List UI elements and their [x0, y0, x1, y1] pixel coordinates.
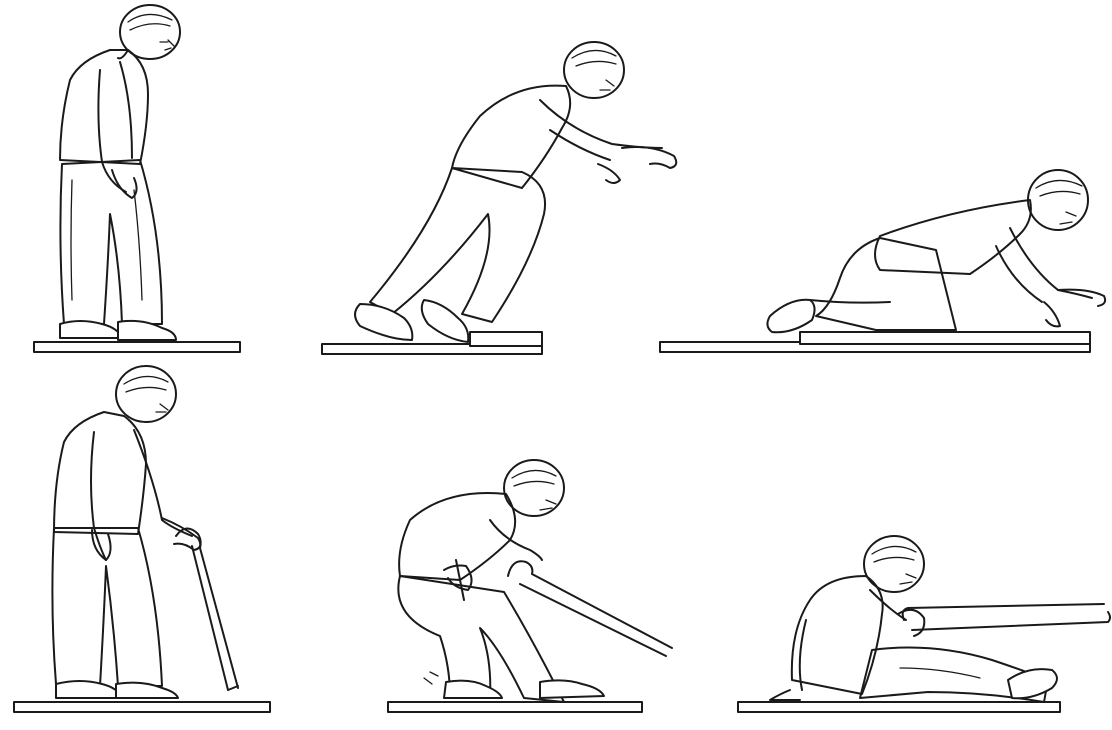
elderly-man-slipping-with-cane-icon	[397, 459, 673, 703]
elderly-man-fallen-sitting-with-cane-icon	[769, 535, 1111, 703]
panel-fallen-knees	[659, 169, 1107, 353]
floor-platform	[13, 701, 271, 713]
step-block	[469, 331, 543, 347]
elderly-man-standing-icon	[59, 4, 181, 341]
floor-platform	[33, 341, 241, 353]
step-block	[799, 331, 1091, 345]
panel-standing	[33, 4, 241, 353]
panel-cane-slipping	[387, 459, 673, 713]
floor-platform	[737, 701, 1061, 713]
panel-tripping	[321, 41, 678, 355]
panel-fallen-sitting	[737, 535, 1111, 713]
elderly-man-tripping-on-step-icon	[354, 41, 678, 343]
panel-cane-standing	[13, 365, 271, 713]
floor-platform	[321, 343, 543, 355]
elderly-man-fallen-on-knees-icon	[766, 169, 1107, 334]
elderly-man-with-cane-icon	[51, 365, 239, 699]
floor-platform	[387, 701, 643, 713]
